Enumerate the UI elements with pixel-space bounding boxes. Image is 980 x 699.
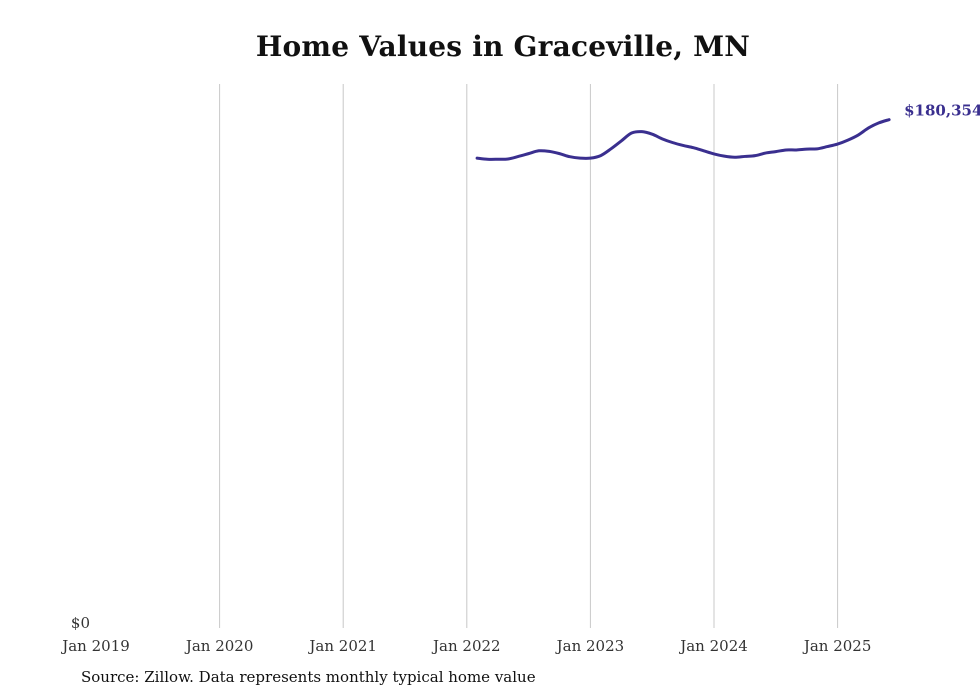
vertical-gridlines bbox=[219, 84, 839, 628]
y-axis-tick-labels: $0 bbox=[71, 614, 90, 632]
series-layer bbox=[475, 118, 891, 161]
x-tick-label: Jan 2020 bbox=[184, 637, 254, 655]
y-tick-label: $0 bbox=[71, 614, 90, 632]
x-tick-label: Jan 2025 bbox=[802, 637, 872, 655]
x-tick-label: Jan 2019 bbox=[60, 637, 130, 655]
x-tick-label: Jan 2024 bbox=[678, 637, 748, 655]
end-value-label: $180,354 bbox=[904, 102, 980, 120]
source-note: Source: Zillow. Data represents monthly … bbox=[81, 668, 536, 686]
x-tick-label: Jan 2021 bbox=[307, 637, 377, 655]
end-label-layer: $180,354 bbox=[904, 102, 980, 120]
x-tick-label: Jan 2022 bbox=[431, 637, 501, 655]
chart-title: Home Values in Graceville, MN bbox=[255, 30, 751, 63]
x-tick-label: Jan 2023 bbox=[555, 637, 625, 655]
x-axis-tick-labels: Jan 2019 Jan 2020 Jan 2021 Jan 2022 Jan 2023… bbox=[60, 637, 871, 655]
series-line bbox=[475, 118, 891, 161]
